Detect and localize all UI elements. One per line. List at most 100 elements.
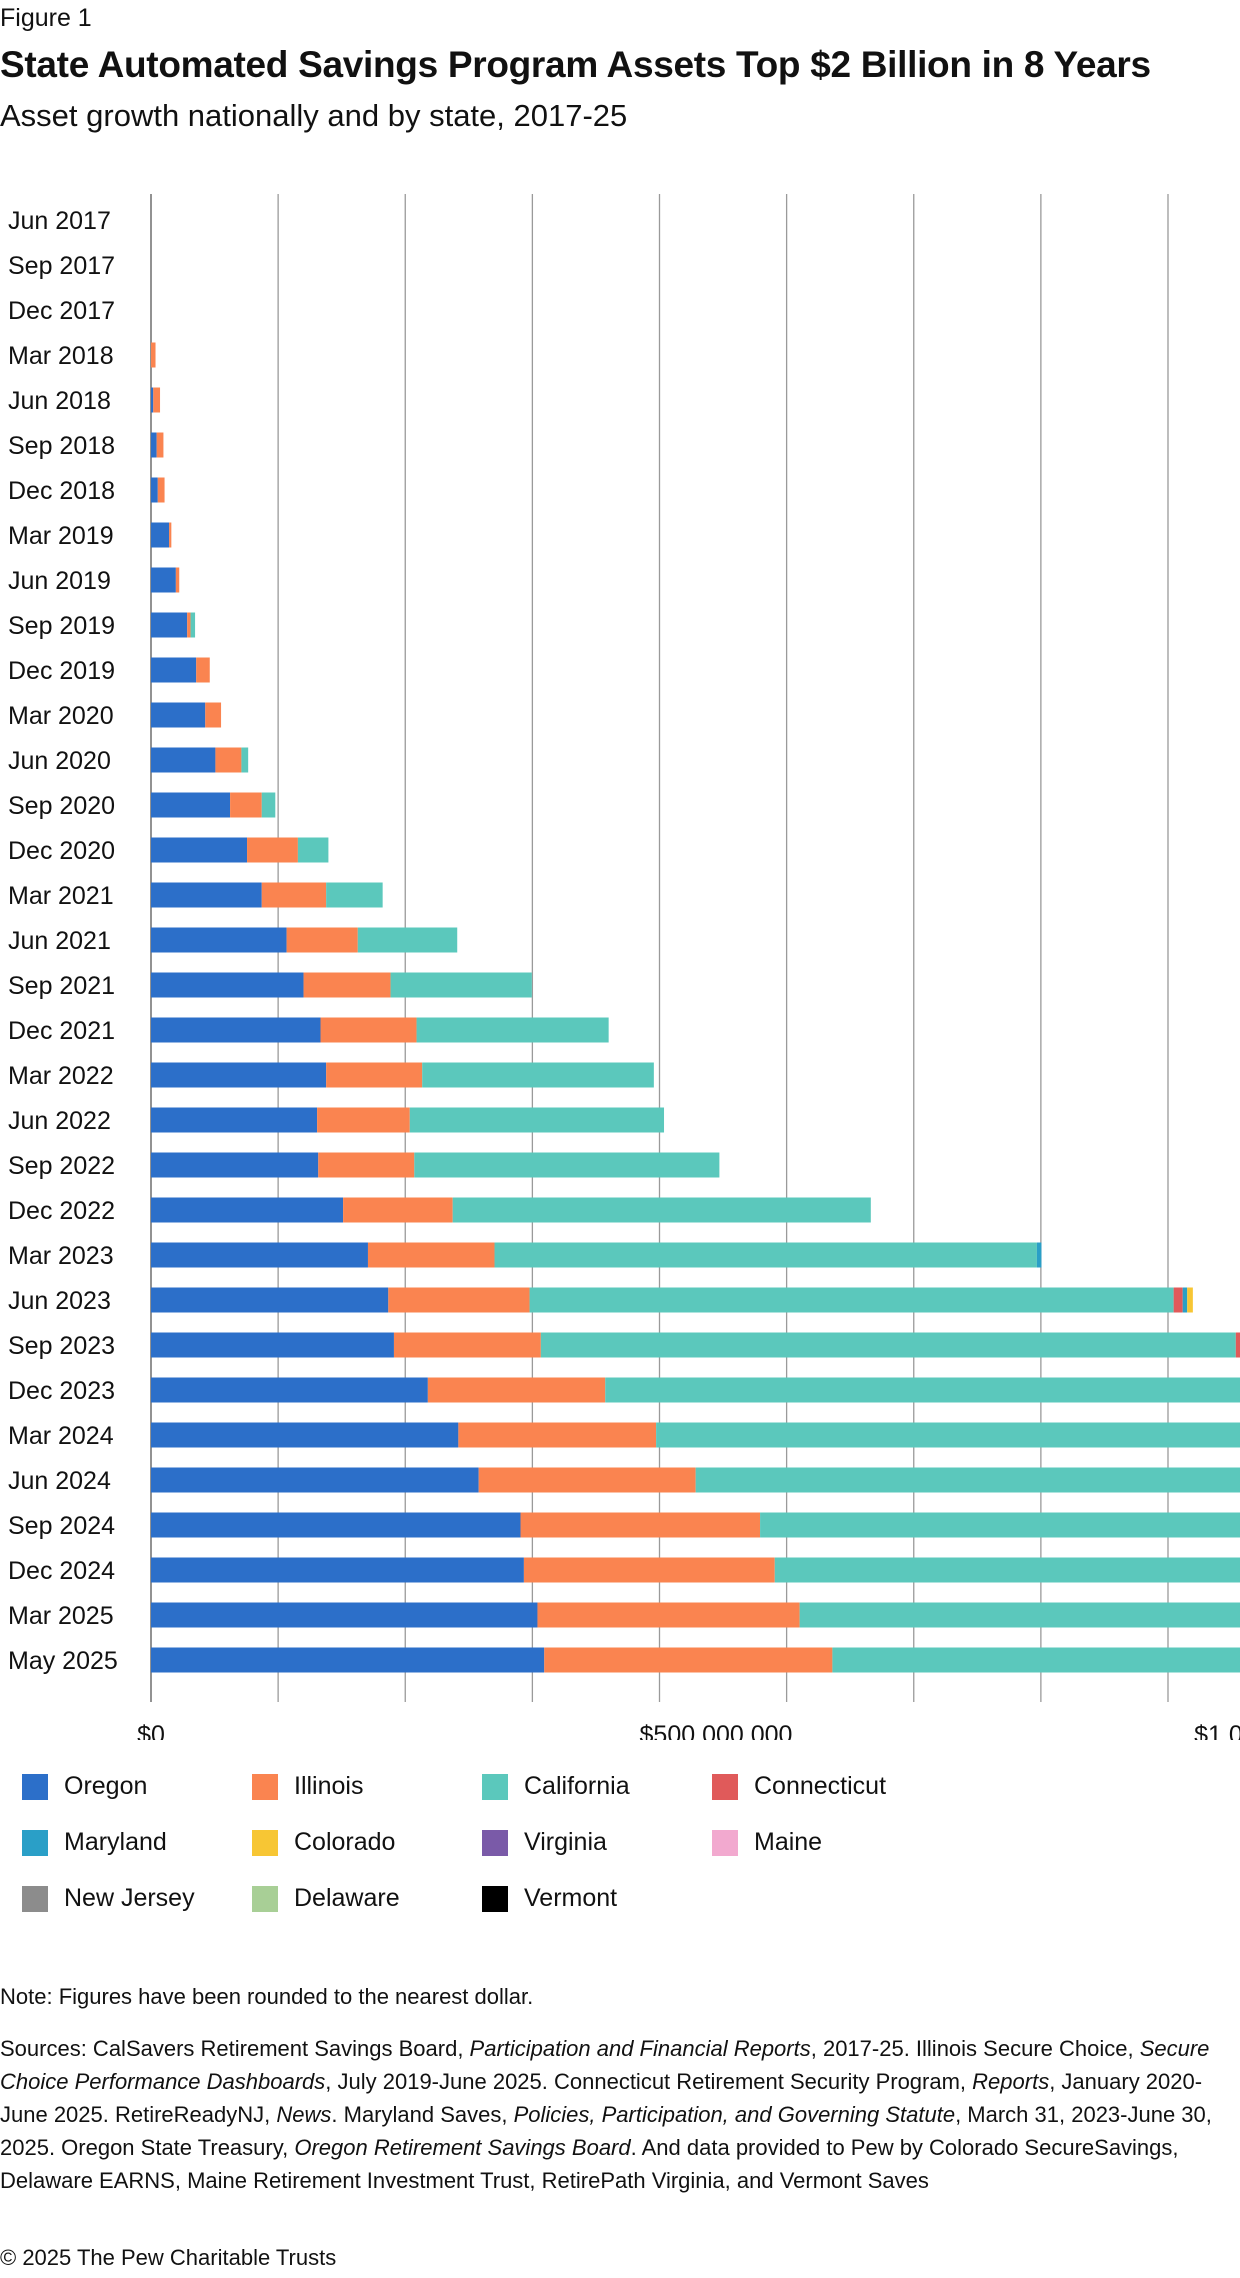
- bar-segment-oregon: [151, 567, 176, 593]
- bar-segment-illinois: [261, 882, 327, 908]
- bar-segment-california: [799, 1602, 1240, 1628]
- sources-title: Oregon Retirement Savings Board: [294, 2135, 631, 2160]
- bar-segment-illinois: [537, 1602, 800, 1628]
- bar-segment-california: [190, 612, 196, 638]
- bar-segment-california: [605, 1377, 1240, 1403]
- legend-item-colorado: Colorado: [252, 1828, 395, 1857]
- sources-part: , 2017-25. Illinois Secure Choice,: [810, 2036, 1140, 2061]
- legend-item-california: California: [482, 1772, 630, 1801]
- bar-segment-oregon: [151, 882, 262, 908]
- legend-swatch: [712, 1773, 738, 1800]
- bar-segment-california: [695, 1467, 1240, 1493]
- legend-item-connecticut: Connecticut: [712, 1772, 886, 1801]
- legend-label: Vermont: [524, 1884, 618, 1912]
- category-label: Dec 2024: [8, 1557, 115, 1585]
- chart-title: State Automated Savings Program Assets T…: [0, 44, 1151, 85]
- bar-segment-illinois: [520, 1512, 761, 1538]
- figure-label: Figure 1: [0, 4, 92, 32]
- bar-segment-oregon: [151, 1647, 545, 1673]
- bar-segment-connecticut: [1173, 1287, 1183, 1313]
- bar-segment-california: [422, 1062, 654, 1088]
- bar-segment-illinois: [196, 657, 210, 683]
- x-tick-label: $500,000,000: [640, 1721, 793, 1740]
- sources-part: Sources: CalSavers Retirement Savings Bo…: [0, 2036, 470, 2061]
- bar-segment-california: [326, 882, 383, 908]
- bar-segment-illinois: [175, 567, 180, 593]
- legend-item-maryland: Maryland: [22, 1828, 167, 1857]
- category-label: Mar 2019: [8, 522, 114, 550]
- legend-label: Oregon: [64, 1772, 148, 1800]
- bar-segment-oregon: [151, 1467, 479, 1493]
- bar-segment-colorado: [1187, 1287, 1193, 1313]
- sources-part: . And data provided to Pew by Colorado S…: [0, 2135, 1179, 2193]
- bar-segment-illinois: [367, 1242, 495, 1268]
- bar-segment-oregon: [151, 1287, 389, 1313]
- legend-swatch: [22, 1829, 48, 1856]
- copyright: © 2025 The Pew Charitable Trusts: [0, 2245, 337, 2270]
- sources-title: Participation and Financial Reports: [469, 2036, 811, 2061]
- category-label: Jun 2024: [8, 1467, 111, 1495]
- bar-segment-california: [540, 1332, 1236, 1358]
- bar-segment-illinois: [427, 1377, 606, 1403]
- category-label: Jun 2020: [8, 747, 111, 775]
- bar-segment-oregon: [151, 1242, 368, 1268]
- category-label: Sep 2019: [8, 612, 115, 640]
- bar-segment-illinois: [169, 522, 172, 548]
- legend-item-virginia: Virginia: [482, 1828, 607, 1857]
- bar-segment-illinois: [326, 1062, 423, 1088]
- bar-segment-california: [357, 927, 458, 953]
- sources-title: Secure Choice Performance Dashboards: [0, 2036, 1210, 2094]
- bar-segment-california: [760, 1512, 1240, 1538]
- category-label: Jun 2023: [8, 1287, 111, 1315]
- bar-segment-illinois: [393, 1332, 541, 1358]
- legend-swatch: [482, 1773, 508, 1800]
- bar-segment-oregon: [151, 1377, 428, 1403]
- bar-segment-california: [297, 837, 329, 863]
- bar-segment-illinois: [388, 1287, 530, 1313]
- category-label: Mar 2023: [8, 1242, 114, 1270]
- legend-swatch: [22, 1773, 48, 1800]
- bar-segment-illinois: [286, 927, 358, 953]
- category-label: Jun 2021: [8, 927, 111, 955]
- bar-segment-california: [261, 792, 276, 818]
- bar-segment-oregon: [151, 522, 170, 548]
- sources-part: , January 2020-June 2025. RetireReadyNJ,: [0, 2069, 1203, 2127]
- bar-segment-illinois: [187, 612, 191, 638]
- bar-segment-california: [832, 1647, 1240, 1673]
- bar-segment-illinois: [318, 1152, 415, 1178]
- legend-item-maine: Maine: [712, 1828, 822, 1857]
- bar-segment-california: [494, 1242, 1037, 1268]
- category-label: May 2025: [8, 1647, 118, 1675]
- legend-item-oregon: Oregon: [22, 1772, 147, 1801]
- category-label: Jun 2019: [8, 567, 111, 595]
- category-label: Mar 2021: [8, 882, 114, 910]
- bar-segment-oregon: [151, 477, 158, 503]
- category-label: Dec 2023: [8, 1377, 115, 1405]
- bar-segment-oregon: [151, 657, 197, 683]
- bar-segment-oregon: [151, 1332, 394, 1358]
- bar-segment-california: [241, 747, 249, 773]
- category-label: Jun 2022: [8, 1107, 111, 1135]
- category-label: Sep 2017: [8, 252, 115, 280]
- bar-segment-oregon: [151, 1512, 521, 1538]
- category-label: Jun 2018: [8, 387, 111, 415]
- bar-segment-illinois: [215, 747, 242, 773]
- legend-label: Virginia: [524, 1828, 607, 1856]
- x-tick-label: $0: [137, 1721, 165, 1740]
- legend-label: Maryland: [64, 1828, 167, 1856]
- bar-segment-illinois: [523, 1557, 775, 1583]
- bar-segment-california: [390, 972, 532, 998]
- stacked-bar-chart: $0$500,000,000$1,000,000,000$1,500,000,0…: [8, 194, 1240, 1740]
- category-label: Mar 2018: [8, 342, 114, 370]
- category-label: Dec 2017: [8, 297, 115, 325]
- legend-swatch: [252, 1829, 278, 1856]
- bar-segment-illinois: [303, 972, 391, 998]
- legend-label: Illinois: [294, 1772, 364, 1800]
- legend-label: Colorado: [294, 1828, 396, 1856]
- category-label: Sep 2024: [8, 1512, 115, 1540]
- category-label: Mar 2020: [8, 702, 114, 730]
- sources-part: . Maryland Saves,: [331, 2102, 514, 2127]
- legend-swatch: [482, 1885, 508, 1912]
- sources-title: Reports: [972, 2069, 1050, 2094]
- sources-part: , March 31, 2023-June 30, 2025. Oregon S…: [0, 2102, 1212, 2160]
